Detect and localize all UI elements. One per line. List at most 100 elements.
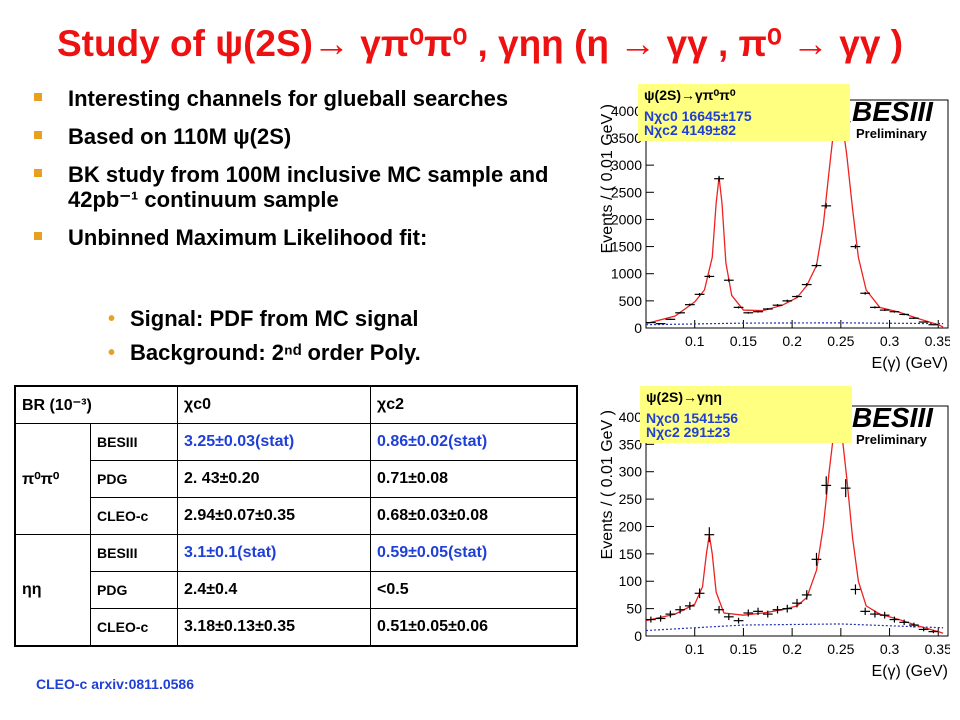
square-bullet-icon (34, 232, 42, 240)
gamma-etaeta-spectrum-plot: 0 50 100 150 200 250 300 350 400 0.1 0.15 0.2 0.25 0.… (590, 384, 950, 690)
value-cell: 2.94±0.07±0.35 (177, 497, 371, 535)
source-cell: PDG (90, 571, 178, 609)
table-header-cell: χc2 (370, 385, 578, 424)
y-tick-label: 0 (634, 320, 642, 336)
y-axis-label: Events / ( 0.01 GeV ) (599, 410, 616, 559)
plot-legend: ψ(2S)→γπ⁰π⁰ Nχc0 16645±175 Nχc2 4149±82 (638, 84, 850, 141)
x-axis-label: E(γ) (GeV) (872, 355, 948, 372)
table-header-cell: χc0 (177, 385, 371, 424)
y-tick-label: 1000 (611, 266, 642, 282)
x-tick-label: 0.35 (925, 641, 950, 657)
source-cell: CLEO-c (90, 497, 178, 535)
x-tick-label: 0.35 (925, 333, 950, 349)
table-row: PDG 2.4±0.4 <0.5 (15, 571, 578, 609)
y-axis-label: Events / ( 0.01 GeV ) (599, 104, 616, 253)
y-tick-label: 50 (626, 601, 642, 617)
source-cell: BESIII (90, 534, 178, 572)
table-header-row: BR (10⁻³) χc0 χc2 (14, 385, 578, 424)
branching-ratio-table: BR (10⁻³) χc0 χc2 π⁰π⁰ BESIII 3.25±0.03(… (14, 385, 578, 647)
reference-note: CLEO-c arxiv:0811.0586 (36, 676, 194, 692)
legend-title: ψ(2S)→γηη (646, 389, 722, 405)
x-tick-label: 0.15 (730, 641, 757, 657)
y-tick-label: 4000 (611, 103, 642, 119)
value-cell: 0.71±0.08 (370, 460, 578, 498)
dot-bullet-icon: • (108, 308, 116, 330)
dot-bullet-icon: • (108, 342, 116, 364)
value-cell: 3.25±0.03(stat) (177, 423, 371, 461)
x-tick-label: 0.15 (730, 333, 757, 349)
square-bullet-icon (34, 131, 42, 139)
signal-fit-curve (645, 112, 944, 328)
x-tick-label: 0.1 (685, 641, 705, 657)
source-cell: BESIII (90, 423, 178, 461)
y-tick-label: 2500 (611, 184, 642, 200)
x-axis-label: E(γ) (GeV) (872, 663, 948, 680)
source-cell: CLEO-c (90, 608, 178, 647)
gamma-pi0pi0-spectrum-plot: 0 500 1000 1500 2000 2500 3000 3500 4000 0.1 0.15 0… (590, 82, 950, 382)
sub-bullet-item: • Background: 2ⁿᵈ order Poly. (108, 340, 421, 365)
table-row: CLEO-c 3.18±0.13±0.35 0.51±0.05±0.06 (15, 608, 578, 647)
y-tick-label: 2000 (611, 211, 642, 227)
value-cell: 3.18±0.13±0.35 (177, 608, 371, 647)
sub-bullet-list: • Signal: PDF from MC signal • Background:… (108, 306, 421, 374)
x-tick-label: 0.25 (827, 333, 854, 349)
legend-line: Nχc0 1541±56 (646, 410, 739, 426)
channel-cell: ηη (14, 534, 91, 647)
y-tick-label: 250 (619, 491, 643, 507)
plot-legend: ψ(2S)→γηη Nχc0 1541±56 Nχc2 291±23 (640, 386, 852, 443)
x-tick-label: 0.2 (782, 333, 802, 349)
y-tick-label: 300 (619, 464, 643, 480)
table-header-cell: BR (10⁻³) (14, 385, 178, 424)
y-tick-label: 200 (619, 518, 643, 534)
value-cell: 2. 43±0.20 (177, 460, 371, 498)
spectrum-plot-svg: 0 50 100 150 200 250 300 350 400 0.1 0.15 0.2 0.25 0.… (599, 405, 950, 680)
bullet-item: BK study from 100M inclusive MC sample a… (32, 162, 572, 212)
bullet-list: Interesting channels for glueball search… (32, 86, 572, 263)
spectrum-plot-svg: 0 500 1000 1500 2000 2500 3000 3500 4000 0.1 0.15 0… (599, 99, 950, 372)
value-cell: <0.5 (370, 571, 578, 609)
x-tick-label: 0.2 (782, 641, 802, 657)
background-fit-curve (645, 623, 944, 632)
y-tick-label: 500 (619, 293, 643, 309)
y-tick-label: 350 (619, 436, 643, 452)
sub-bullet-item: • Signal: PDF from MC signal (108, 306, 419, 331)
table-row: CLEO-c 2.94±0.07±0.35 0.68±0.03±0.08 (15, 497, 578, 535)
bullet-item: Based on 110M ψ(2S) (32, 124, 572, 149)
experiment-watermark: BESIII (852, 402, 933, 433)
x-tick-label: 0.25 (827, 641, 854, 657)
value-cell: 0.59±0.05(stat) (370, 534, 578, 572)
slide-title: Study of ψ(2S)→ γπ⁰π⁰ , γηη (η → γγ , π⁰… (56, 23, 904, 64)
legend-title: ψ(2S)→γπ⁰π⁰ (644, 87, 736, 103)
signal-fit-curve (645, 417, 944, 634)
background-fit-curve (645, 322, 944, 326)
y-tick-label: 1500 (611, 239, 642, 255)
table-row: ηη BESIII 3.1±0.1(stat) 0.59±0.05(stat) (14, 534, 578, 647)
value-cell: 0.86±0.02(stat) (370, 423, 578, 461)
experiment-watermark: BESIII (852, 96, 933, 127)
square-bullet-icon (34, 93, 42, 101)
value-cell: 0.51±0.05±0.06 (370, 608, 578, 647)
table-row: π⁰π⁰ BESIII 3.25±0.03(stat) 0.86±0.02(st… (14, 423, 578, 535)
y-tick-label: 3500 (611, 130, 642, 146)
value-cell: 2.4±0.4 (177, 571, 371, 609)
y-tick-label: 150 (619, 546, 643, 562)
value-cell: 0.68±0.03±0.08 (370, 497, 578, 535)
source-cell: PDG (90, 460, 178, 498)
table-row: PDG 2. 43±0.20 0.71±0.08 (15, 460, 578, 498)
preliminary-label: Preliminary (856, 126, 927, 141)
y-tick-label: 100 (619, 573, 643, 589)
y-tick-label: 3000 (611, 157, 642, 173)
y-tick-label: 400 (619, 409, 643, 425)
preliminary-label: Preliminary (856, 432, 927, 447)
x-tick-label: 0.3 (880, 333, 900, 349)
y-tick-label: 0 (634, 628, 642, 644)
bullet-item: Unbinned Maximum Likelihood fit: (32, 225, 572, 250)
x-tick-label: 0.3 (880, 641, 900, 657)
legend-line: Nχc2 291±23 (646, 424, 731, 440)
legend-line: Nχc2 4149±82 (644, 122, 737, 138)
channel-cell: π⁰π⁰ (14, 423, 91, 535)
x-tick-label: 0.1 (685, 333, 705, 349)
bullet-item: Interesting channels for glueball search… (32, 86, 572, 111)
legend-line: Nχc0 16645±175 (644, 108, 752, 124)
square-bullet-icon (34, 169, 42, 177)
